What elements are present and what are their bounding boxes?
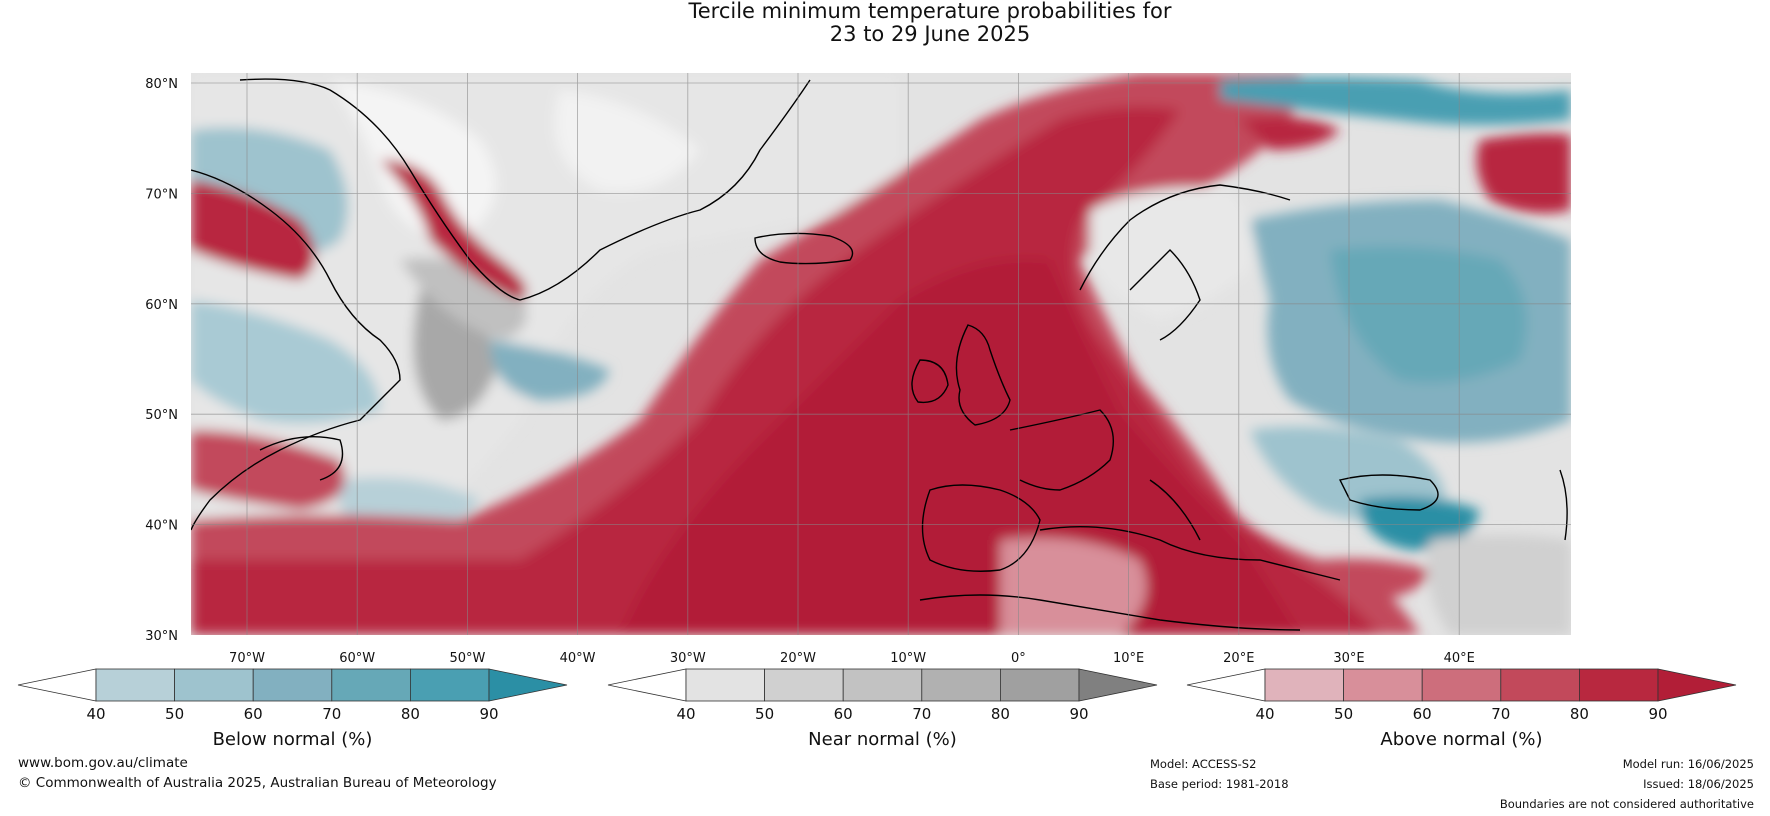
legend-tick: 70 [1491, 705, 1510, 723]
disclaimer-text: Boundaries are not considered authoritat… [1499, 797, 1754, 811]
legend-swatch [1078, 668, 1158, 702]
map-field [191, 73, 1571, 635]
legends: 40 50 60 70 80 90 Below normal (%) 40 50 60 70 80 90… [17, 668, 1737, 750]
latitude-label: 50°N [145, 408, 178, 423]
longitude-label: 20°E [1223, 651, 1254, 666]
graticule [191, 73, 1571, 635]
legend-tick: 50 [755, 705, 774, 723]
legend-swatch [921, 668, 1001, 702]
latitude-label: 80°N [145, 77, 178, 92]
legend-tick: 80 [401, 705, 420, 723]
legend-swatch [17, 668, 97, 702]
legend-swatch [1500, 668, 1580, 702]
latitude-label: 40°N [145, 519, 178, 534]
legend-tick: 40 [86, 705, 105, 723]
legend-label: Near normal (%) [808, 729, 957, 750]
legend-swatch [607, 668, 687, 702]
legend-tick: 90 [479, 705, 498, 723]
longitude-label: 10°W [890, 651, 926, 666]
legend-swatch [1186, 668, 1266, 702]
latitude-label: 30°N [145, 629, 178, 644]
title-line-2: 23 to 29 June 2025 [829, 22, 1031, 46]
longitude-label: 20°W [780, 651, 816, 666]
legend-tick: 40 [1255, 705, 1274, 723]
longitude-label: 70°W [229, 651, 265, 666]
longitude-label: 30°E [1333, 651, 1364, 666]
legend-swatch [1657, 668, 1737, 702]
longitude-label: 50°W [449, 651, 485, 666]
longitude-label: 40°W [560, 651, 596, 666]
longitude-label: 0° [1011, 651, 1026, 666]
legend-swatch [1264, 668, 1344, 702]
legend-swatch [95, 668, 175, 702]
website-text: www.bom.gov.au/climate [18, 755, 188, 771]
legend-swatch [685, 668, 765, 702]
longitude-label: 40°E [1444, 651, 1475, 666]
latitude-labels: 80°N 70°N 60°N 50°N 40°N 30°N [145, 77, 178, 644]
legend-swatch [1343, 668, 1423, 702]
legend-tick: 70 [912, 705, 931, 723]
issued-text: Issued: 18/06/2025 [1643, 777, 1754, 791]
legend-tick: 40 [676, 705, 695, 723]
legend-tick: 90 [1648, 705, 1667, 723]
legend-tick: 80 [1570, 705, 1589, 723]
legend-label: Below normal (%) [213, 729, 373, 750]
legend-tick: 60 [834, 705, 853, 723]
legend-1: 40 50 60 70 80 90 Below normal (%) [17, 668, 568, 750]
legend-swatch [1421, 668, 1502, 702]
model-text: Model: ACCESS-S2 [1150, 757, 1257, 771]
legend-tick: 90 [1069, 705, 1088, 723]
longitude-label: 10°E [1113, 651, 1144, 666]
copyright-text: © Commonwealth of Australia 2025, Austra… [18, 775, 497, 791]
title-line-1: Tercile minimum temperature probabilitie… [688, 0, 1172, 23]
legend-tick: 50 [1334, 705, 1353, 723]
legend-swatch [1579, 668, 1659, 702]
legend-swatch [331, 668, 411, 702]
legend-swatch [764, 668, 844, 702]
legend-swatch [488, 668, 568, 702]
model-run-text: Model run: 16/06/2025 [1622, 757, 1754, 771]
legend-swatch [174, 668, 254, 702]
legend-swatch [842, 668, 923, 702]
legend-tick: 60 [244, 705, 263, 723]
legend-swatch [1000, 668, 1080, 702]
latitude-label: 60°N [145, 298, 178, 313]
latitude-label: 70°N [145, 187, 178, 202]
legend-2: 40 50 60 70 80 90 Near normal (%) [607, 668, 1158, 750]
legend-tick: 80 [991, 705, 1010, 723]
longitude-labels: 70°W 60°W 50°W 40°W 30°W 20°W 10°W 0° 10°E 20°E 30… [229, 651, 1475, 666]
longitude-label: 60°W [339, 651, 375, 666]
legend-tick: 50 [165, 705, 184, 723]
legend-swatch [409, 668, 490, 702]
legend-swatch [252, 668, 333, 702]
legend-3: 40 50 60 70 80 90 Above normal (%) [1186, 668, 1737, 750]
title: Tercile minimum temperature probabilitie… [0, 0, 1770, 46]
legend-tick: 60 [1413, 705, 1432, 723]
legend-label: Above normal (%) [1380, 729, 1542, 750]
base-period-text: Base period: 1981-2018 [1150, 777, 1289, 791]
legend-tick: 70 [322, 705, 341, 723]
longitude-label: 30°W [670, 651, 706, 666]
